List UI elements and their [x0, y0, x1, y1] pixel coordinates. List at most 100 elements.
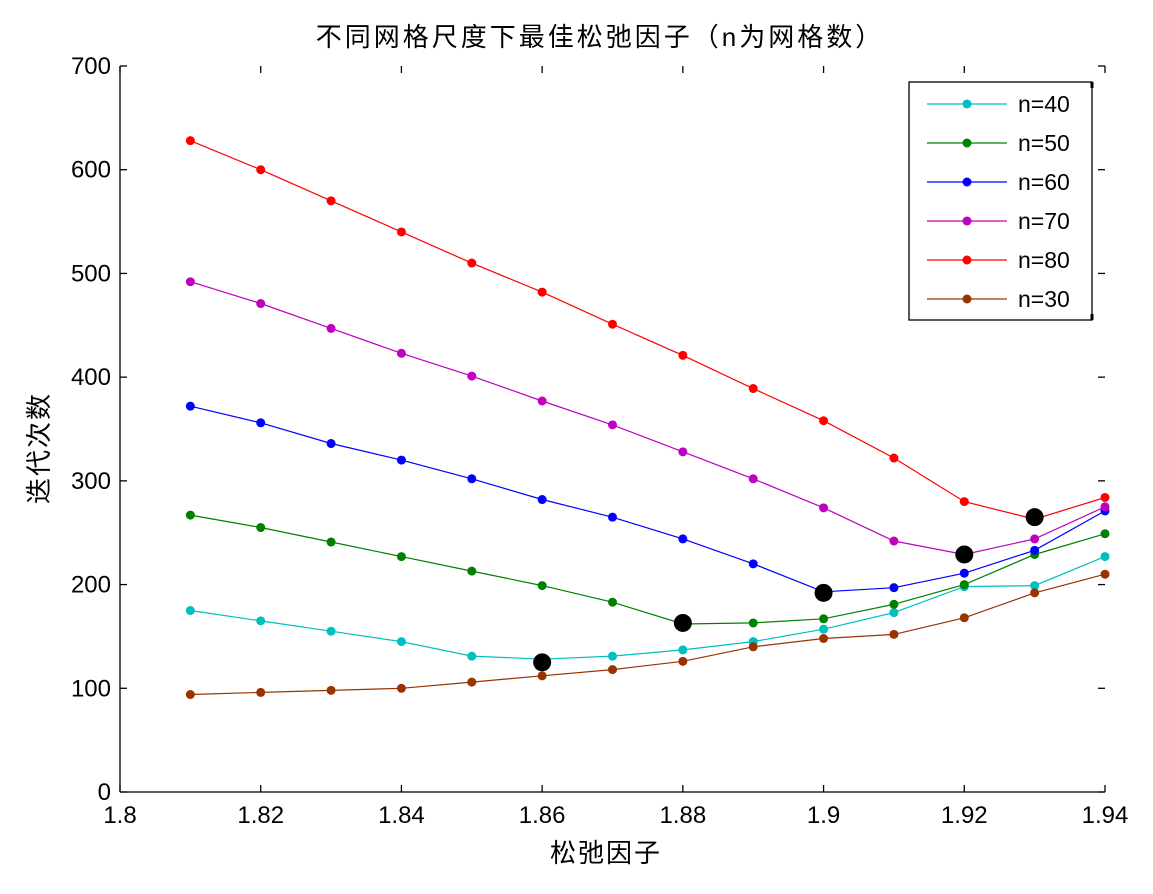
x-tick-label: 1.82	[237, 802, 284, 829]
data-point-n-40	[678, 645, 688, 655]
data-point-n-70	[608, 420, 617, 430]
data-point-n-50	[959, 580, 969, 590]
data-point-n-80	[1100, 492, 1110, 502]
data-point-n-50	[537, 581, 547, 591]
legend-marker-n-80	[962, 255, 972, 265]
data-point-n-40	[1100, 552, 1110, 562]
data-point-n-50	[608, 597, 617, 607]
data-point-n-70	[1100, 502, 1110, 512]
data-point-n-80	[396, 227, 406, 237]
y-tick-label: 0	[98, 779, 111, 806]
series-line-n-50	[190, 514, 1106, 625]
legend: n=40 n=50 n=60 n=70 n=80 n=30	[908, 81, 1094, 321]
data-point-n-50	[819, 614, 829, 624]
y-tick-label: 600	[71, 157, 111, 184]
data-point-n-50	[185, 510, 195, 520]
optimum-marker	[1025, 508, 1044, 527]
data-point-n-80	[326, 196, 336, 206]
data-point-n-40	[1030, 581, 1040, 591]
data-point-n-80	[608, 319, 617, 329]
y-tick-label: 500	[71, 260, 111, 287]
data-point-n-40	[256, 616, 266, 626]
chart-title: 不同网格尺度下最佳松弛因子（n为网格数）	[316, 22, 884, 52]
data-point-n-30	[748, 642, 758, 652]
data-point-n-30	[678, 656, 688, 666]
y-axis-label: 迭代次数	[24, 392, 54, 504]
data-point-n-70	[537, 396, 547, 406]
y-tick-label: 300	[71, 468, 111, 495]
data-point-n-30	[326, 685, 336, 695]
data-point-n-30	[467, 677, 477, 687]
data-point-n-70	[819, 503, 829, 513]
data-point-n-70	[678, 447, 688, 457]
legend-label-n-60: n=60	[1018, 169, 1070, 195]
series-line-n-60	[190, 405, 1106, 593]
data-point-n-40	[819, 624, 829, 634]
data-point-n-40	[608, 651, 617, 661]
x-tick-label: 1.88	[659, 802, 706, 829]
data-point-n-70	[748, 474, 758, 484]
legend-marker-n-50	[962, 138, 972, 148]
data-point-n-30	[185, 690, 195, 700]
x-tick-label: 1.92	[941, 802, 988, 829]
data-point-n-60	[1030, 545, 1040, 555]
data-point-n-70	[396, 348, 406, 358]
data-point-n-60	[889, 583, 899, 593]
data-point-n-80	[467, 258, 477, 268]
data-point-n-60	[678, 534, 688, 544]
legend-marker-n-30	[962, 294, 972, 304]
legend-marker-n-70	[962, 216, 972, 226]
legend-marker-n-60	[962, 177, 972, 187]
data-point-n-70	[326, 323, 336, 333]
data-point-n-70	[185, 277, 195, 287]
data-point-n-50	[889, 599, 899, 609]
data-point-n-70	[1030, 534, 1040, 544]
data-point-n-50	[467, 566, 477, 576]
series-line-n-40	[190, 556, 1106, 660]
data-point-n-60	[537, 495, 547, 505]
data-point-n-80	[537, 287, 547, 297]
data-point-n-80	[819, 416, 829, 426]
data-point-n-80	[185, 136, 195, 146]
legend-label-n-80: n=80	[1018, 247, 1070, 273]
data-point-n-80	[959, 497, 969, 507]
legend-label-n-40: n=40	[1018, 91, 1070, 117]
x-tick-label: 1.86	[519, 802, 566, 829]
series-lines	[190, 140, 1106, 696]
data-point-n-60	[185, 401, 195, 411]
data-point-n-80	[256, 165, 266, 175]
legend-label-n-70: n=70	[1018, 208, 1070, 234]
legend-label-n-30: n=30	[1018, 286, 1070, 312]
data-point-n-30	[256, 687, 266, 697]
optimum-marker	[955, 545, 974, 564]
data-point-n-40	[326, 626, 336, 636]
data-point-n-60	[467, 474, 477, 484]
data-point-n-40	[396, 637, 406, 647]
data-point-n-60	[959, 568, 969, 578]
data-point-n-30	[396, 683, 406, 693]
y-tick-label: 700	[71, 53, 111, 80]
data-point-n-40	[467, 651, 477, 661]
data-point-n-60	[748, 559, 758, 569]
data-point-n-60	[608, 512, 617, 522]
data-point-n-60	[326, 439, 336, 449]
y-tick-label: 400	[71, 364, 111, 391]
axes	[119, 66, 1105, 793]
series-line-n-30	[190, 573, 1106, 696]
data-point-n-70	[889, 536, 899, 546]
data-point-n-30	[959, 613, 969, 623]
data-point-n-60	[396, 455, 406, 465]
x-tick-label: 1.8	[103, 802, 136, 829]
y-tick-label: 100	[71, 675, 111, 702]
data-point-n-30	[889, 629, 899, 639]
data-point-n-30	[537, 671, 547, 681]
data-point-n-50	[396, 552, 406, 562]
legend-label-n-50: n=50	[1018, 130, 1070, 156]
optimum-marker	[673, 613, 692, 632]
data-point-n-70	[256, 299, 266, 309]
legend-box	[908, 81, 1093, 321]
x-tick-label: 1.94	[1082, 802, 1129, 829]
data-point-n-50	[748, 618, 758, 628]
